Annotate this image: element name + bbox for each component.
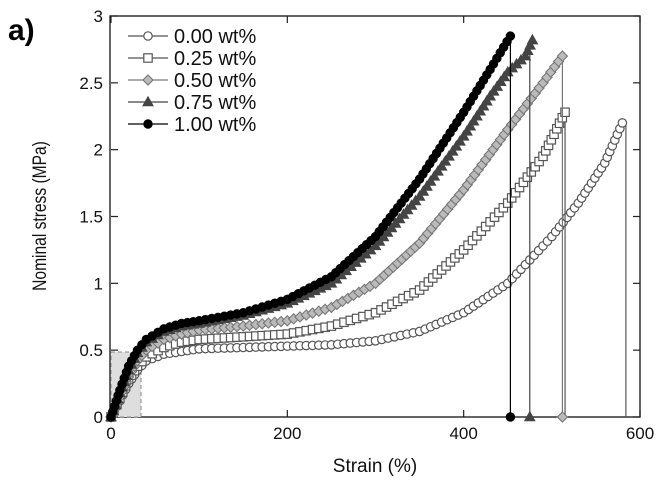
x-axis-title: Strain (%) [333,456,417,477]
data-point [519,49,532,61]
fracture-end-marker [556,411,569,423]
legend-label: 0.75 wt% [174,92,256,114]
x-tick-label: 0 [106,424,115,443]
legend-marker [143,119,153,129]
data-point [556,50,569,62]
y-tick-label: 2 [94,141,103,160]
data-point [560,107,570,118]
series-1-00-wt- [106,31,516,422]
x-axis: 0 200 400 600 [106,16,654,443]
legend-label: 0.00 wt% [174,26,256,48]
y-tick-label: 1 [94,274,103,293]
fracture-end-marker [523,410,536,422]
y-tick-label: 2.5 [79,74,103,93]
legend-marker [142,74,154,86]
fracture-end-marker [505,412,516,422]
y-tick-label: 1.5 [79,208,103,227]
panel-label: a) [8,14,35,47]
y-axis-title: Nominal stress (MPa) [29,141,51,291]
x-tick-label: 200 [273,424,301,443]
y-tick-label: 0 [94,408,103,427]
data-point [524,39,536,50]
data-point [521,44,534,56]
series-0-00-wt- [106,118,628,422]
legend-marker [143,31,153,41]
x-tick-label: 600 [626,424,654,443]
legend-marker [143,53,153,63]
data-point [617,118,628,128]
legend-label: 1.00 wt% [174,114,256,136]
legend-marker [142,95,154,107]
y-axis: 0 0.5 1 1.5 2 2.5 3 [79,7,640,427]
y-tick-label: 3 [94,7,103,26]
series-layer [105,31,628,423]
data-point [526,33,539,45]
x-tick-label: 400 [449,424,477,443]
y-tick-label: 0.5 [79,341,103,360]
legend-label: 0.25 wt% [174,48,256,70]
data-point [505,31,516,41]
legend: 0.00 wt%0.25 wt%0.50 wt%0.75 wt%1.00 wt% [128,26,256,136]
legend-label: 0.50 wt% [174,70,256,92]
